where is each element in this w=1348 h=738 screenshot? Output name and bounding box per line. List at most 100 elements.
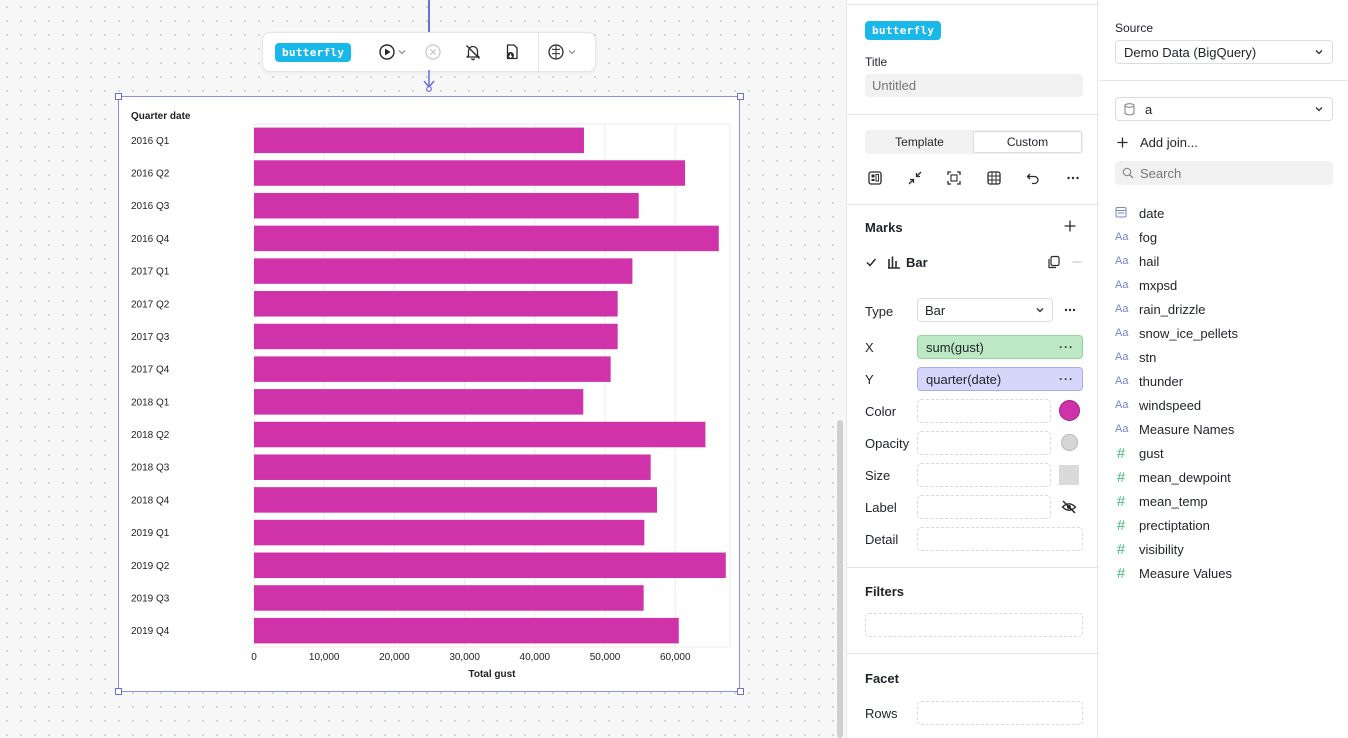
canvas-scrollbar[interactable] (837, 420, 843, 738)
layout-icon[interactable] (867, 170, 883, 186)
bar[interactable] (254, 160, 686, 186)
resize-handle-bottom-left[interactable] (115, 688, 122, 695)
y-encoding-pill[interactable]: quarter(date) ··· (917, 367, 1083, 391)
category-label: 2017 Q4 (131, 365, 170, 376)
bar[interactable] (254, 487, 657, 513)
collapse-icon[interactable] (907, 170, 923, 186)
field-item[interactable]: Aa stn (1115, 345, 1156, 369)
y-more-icon[interactable]: ··· (1059, 372, 1074, 386)
canvas[interactable]: butterfly (0, 0, 846, 738)
chart-card[interactable]: Quarter date 2016 Q1 2016 Q2 2016 Q3 2016 Q4… (118, 96, 740, 692)
type-select[interactable]: Bar (917, 298, 1053, 322)
chevron-down-icon (1315, 50, 1323, 55)
fit-frame-icon[interactable] (946, 170, 962, 186)
x-tick-label: 40,000 (520, 652, 551, 663)
source-value: Demo Data (BigQuery) (1124, 44, 1257, 60)
table-select[interactable]: a (1115, 97, 1333, 121)
undo-icon[interactable] (1025, 170, 1041, 186)
export-button[interactable] (493, 37, 533, 67)
text-type-icon: Aa (1115, 231, 1129, 243)
bar[interactable] (254, 519, 645, 546)
mark-row[interactable]: Bar (865, 252, 1083, 272)
field-name: mean_dewpoint (1139, 469, 1231, 485)
cancel-button[interactable] (413, 37, 453, 67)
bar[interactable] (254, 192, 639, 219)
field-name: visibility (1139, 541, 1184, 557)
field-item[interactable]: Aa snow_ice_pellets (1115, 321, 1238, 345)
run-button[interactable] (373, 37, 413, 67)
bar[interactable] (254, 127, 584, 154)
field-item[interactable]: Aa hail (1115, 249, 1159, 273)
bar-chart: Quarter date 2016 Q1 2016 Q2 2016 Q3 2016 Q4… (131, 111, 731, 680)
field-item[interactable]: Aa mxpsd (1115, 273, 1177, 297)
resize-handle-top-right[interactable] (737, 93, 744, 100)
opacity-swatch[interactable] (1061, 434, 1078, 451)
text-type-icon: Aa (1115, 399, 1129, 411)
butterfly-badge[interactable]: butterfly (275, 42, 352, 62)
bar[interactable] (254, 323, 618, 350)
field-item[interactable]: # mean_temp (1115, 489, 1208, 513)
duplicate-icon[interactable] (1047, 255, 1061, 269)
x-more-icon[interactable]: ··· (1059, 340, 1074, 354)
opacity-drop-zone[interactable] (917, 431, 1051, 455)
table-value: a (1145, 101, 1153, 117)
detail-drop-zone[interactable] (917, 527, 1083, 551)
field-item[interactable]: date (1115, 201, 1164, 225)
field-item[interactable]: Aa windspeed (1115, 393, 1201, 417)
color-swatch[interactable] (1059, 400, 1080, 421)
bar[interactable] (254, 291, 618, 317)
bar[interactable] (254, 225, 719, 252)
bar[interactable] (254, 421, 706, 448)
source-label: Source (1115, 21, 1154, 35)
tab-template[interactable]: Template (895, 135, 944, 149)
table-icon[interactable] (986, 170, 1002, 186)
field-name: hail (1139, 253, 1160, 269)
more-icon[interactable] (1065, 170, 1081, 186)
size-drop-zone[interactable] (917, 463, 1051, 487)
field-item[interactable]: Aa fog (1115, 225, 1157, 249)
bar[interactable] (254, 617, 679, 644)
bar[interactable] (254, 258, 633, 284)
bar[interactable] (254, 552, 726, 579)
field-item[interactable]: # Measure Values (1115, 561, 1232, 585)
field-item[interactable]: Aa rain_drizzle (1115, 297, 1205, 321)
source-select[interactable]: Demo Data (BigQuery) (1115, 40, 1333, 64)
field-item[interactable]: # prectiptation (1115, 513, 1210, 537)
filters-drop-zone[interactable] (865, 613, 1083, 637)
rows-drop-zone[interactable] (917, 701, 1083, 725)
field-item[interactable]: Aa Measure Names (1115, 417, 1234, 441)
size-swatch[interactable] (1059, 465, 1079, 485)
eye-off-icon[interactable] (1061, 499, 1077, 515)
field-item[interactable]: Aa thunder (1115, 369, 1183, 393)
color-drop-zone[interactable] (917, 399, 1051, 423)
text-type-icon: Aa (1115, 327, 1129, 339)
category-label: 2018 Q4 (131, 495, 170, 506)
bar[interactable] (254, 585, 644, 611)
inspector-tools (865, 168, 1083, 188)
add-mark-icon[interactable] (1063, 219, 1077, 233)
ai-button[interactable] (539, 37, 587, 67)
inspector-badge[interactable]: butterfly (865, 21, 942, 40)
title-input[interactable] (865, 74, 1083, 97)
field-item[interactable]: # gust (1115, 441, 1164, 465)
chart-toolbar: butterfly (262, 32, 596, 72)
resize-handle-bottom-right[interactable] (737, 688, 744, 695)
filters-heading: Filters (865, 584, 905, 599)
remove-icon[interactable] (1071, 256, 1083, 268)
alerts-button[interactable] (453, 37, 493, 67)
label-drop-zone[interactable] (917, 495, 1051, 519)
type-more-icon[interactable] (1063, 304, 1077, 316)
tab-custom[interactable]: Custom (973, 131, 1082, 153)
opacity-label: Opacity (865, 436, 910, 451)
bar[interactable] (254, 454, 651, 480)
add-join-button[interactable]: Add join... (1117, 133, 1198, 151)
resize-handle-top-left[interactable] (115, 93, 122, 100)
chart-inspector: butterfly Title Template Custom Marks Ba… (846, 0, 1099, 738)
x-encoding-pill[interactable]: sum(gust) ··· (917, 335, 1083, 359)
field-item[interactable]: # visibility (1115, 537, 1184, 561)
bar[interactable] (254, 356, 611, 382)
bar[interactable] (254, 389, 584, 415)
field-item[interactable]: # mean_dewpoint (1115, 465, 1231, 489)
connector-line (428, 0, 430, 32)
search-input[interactable] (1140, 165, 1320, 181)
